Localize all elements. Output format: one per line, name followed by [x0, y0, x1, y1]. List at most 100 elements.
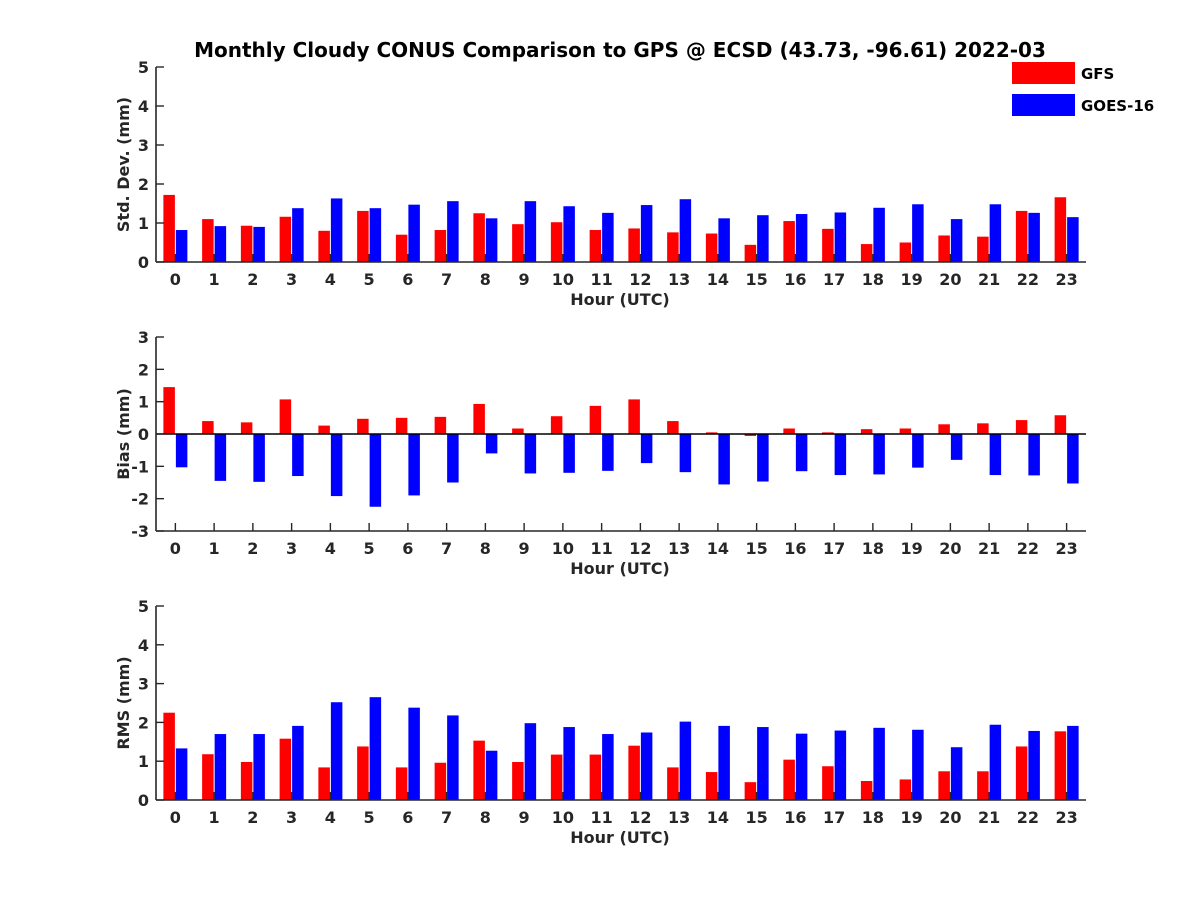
- bar-bias-gfs-17: [822, 432, 834, 434]
- x-tick-label-bias: 18: [862, 539, 884, 558]
- bar-stddev-gfs-20: [938, 235, 950, 262]
- bar-bias-gfs-12: [628, 399, 640, 434]
- bar-rms-gfs-1: [202, 754, 214, 800]
- bar-bias-gfs-10: [550, 416, 563, 434]
- x-tick-label-rms: 1: [209, 808, 220, 827]
- x-tick-label-stddev: 1: [209, 270, 220, 289]
- x-tick-label-rms: 7: [441, 808, 452, 827]
- bar-stddev-goes16-23: [1067, 217, 1079, 262]
- y-tick-label-bias: -3: [131, 522, 149, 541]
- bar-stddev-goes16-18: [873, 207, 885, 262]
- bar-bias-gfs-19: [899, 428, 912, 434]
- bar-rms-goes16-16: [795, 733, 808, 800]
- bar-rms-goes16-13: [679, 721, 692, 800]
- x-tick-label-rms: 6: [402, 808, 413, 827]
- x-tick-label-bias: 6: [402, 539, 413, 558]
- x-tick-label-rms: 17: [823, 808, 845, 827]
- x-tick-label-bias: 3: [286, 539, 297, 558]
- bar-rms-goes16-9: [524, 723, 537, 800]
- x-tick-label-stddev: 0: [170, 270, 181, 289]
- legend-label-goes16: GOES-16: [1081, 97, 1154, 115]
- bar-bias-goes16-3: [292, 434, 304, 477]
- y-tick-label-rms: 1: [138, 752, 149, 771]
- bar-rms-goes16-21: [989, 724, 1002, 800]
- bar-bias-gfs-22: [1015, 420, 1028, 434]
- bar-bias-goes16-7: [447, 434, 459, 483]
- bar-bias-goes16-21: [989, 434, 1002, 476]
- bar-stddev-goes16-20: [950, 219, 963, 262]
- bar-rms-gfs-22: [1015, 746, 1028, 800]
- y-tick-label-bias: 3: [138, 328, 149, 347]
- bar-bias-goes16-0: [175, 434, 188, 468]
- y-tick-label-stddev: 1: [138, 214, 149, 233]
- legend-swatch-goes16: [1012, 94, 1075, 116]
- bar-stddev-gfs-2: [240, 225, 253, 262]
- bar-bias-gfs-14: [705, 432, 718, 434]
- x-tick-label-stddev: 3: [286, 270, 297, 289]
- bar-stddev-gfs-16: [783, 221, 795, 262]
- bar-bias-goes16-19: [912, 434, 924, 468]
- x-tick-label-rms: 5: [364, 808, 375, 827]
- x-tick-label-bias: 14: [707, 539, 729, 558]
- bar-stddev-gfs-14: [705, 233, 718, 262]
- bar-rms-gfs-14: [705, 772, 718, 800]
- bar-rms-goes16-4: [330, 702, 343, 800]
- bar-bias-goes16-4: [330, 434, 343, 497]
- bar-stddev-goes16-7: [447, 201, 459, 262]
- bar-bias-gfs-13: [667, 421, 679, 434]
- bar-bias-goes16-11: [602, 434, 614, 471]
- bar-stddev-goes16-19: [912, 204, 924, 262]
- y-tick-label-rms: 3: [138, 675, 149, 694]
- bar-stddev-goes16-13: [679, 199, 692, 262]
- bar-stddev-gfs-10: [550, 222, 563, 262]
- bar-bias-gfs-18: [860, 429, 873, 434]
- x-tick-label-bias: 2: [247, 539, 258, 558]
- bar-stddev-goes16-11: [602, 212, 614, 262]
- bar-stddev-goes16-8: [485, 218, 498, 262]
- bar-bias-gfs-23: [1054, 415, 1067, 434]
- bar-stddev-gfs-3: [279, 216, 292, 262]
- bar-bias-goes16-17: [834, 434, 847, 476]
- y-tick-label-bias: 2: [138, 360, 149, 379]
- bar-rms-goes16-6: [408, 707, 420, 800]
- x-tick-label-stddev: 10: [552, 270, 574, 289]
- bar-bias-goes16-20: [950, 434, 963, 460]
- bar-rms-gfs-12: [628, 745, 640, 800]
- x-tick-label-bias: 19: [900, 539, 922, 558]
- bar-rms-goes16-10: [563, 727, 575, 800]
- bar-bias-goes16-13: [679, 434, 692, 473]
- bar-rms-goes16-8: [485, 750, 498, 800]
- x-tick-label-rms: 11: [590, 808, 612, 827]
- bar-rms-gfs-15: [744, 782, 757, 800]
- bar-bias-gfs-4: [318, 425, 330, 434]
- bar-stddev-gfs-7: [434, 230, 447, 262]
- bar-stddev-gfs-9: [512, 224, 524, 262]
- bar-rms-goes16-15: [757, 727, 769, 800]
- bar-bias-gfs-15: [744, 434, 757, 436]
- y-axis-label-stddev: Std. Dev. (mm): [114, 97, 133, 232]
- bar-stddev-gfs-0: [163, 194, 175, 262]
- x-tick-label-bias: 11: [590, 539, 612, 558]
- bar-stddev-gfs-23: [1054, 197, 1067, 262]
- bar-rms-goes16-5: [369, 697, 382, 800]
- bar-stddev-goes16-2: [253, 226, 265, 262]
- x-tick-label-stddev: 6: [402, 270, 413, 289]
- bar-bias-gfs-5: [357, 418, 369, 434]
- x-axis-label-stddev: Hour (UTC): [570, 290, 670, 309]
- bar-stddev-gfs-21: [977, 236, 989, 262]
- y-tick-label-stddev: 4: [138, 97, 149, 116]
- bar-stddev-goes16-3: [292, 208, 304, 262]
- x-tick-label-stddev: 16: [784, 270, 806, 289]
- x-tick-label-rms: 4: [325, 808, 336, 827]
- x-tick-label-bias: 10: [552, 539, 574, 558]
- x-tick-label-bias: 22: [1017, 539, 1039, 558]
- x-axis-label-rms: Hour (UTC): [570, 828, 670, 847]
- x-tick-label-bias: 12: [629, 539, 651, 558]
- bar-bias-goes16-10: [563, 434, 575, 473]
- bar-rms-gfs-11: [589, 754, 602, 800]
- x-tick-label-bias: 17: [823, 539, 845, 558]
- bar-rms-goes16-22: [1028, 730, 1040, 800]
- bar-rms-gfs-3: [279, 738, 292, 800]
